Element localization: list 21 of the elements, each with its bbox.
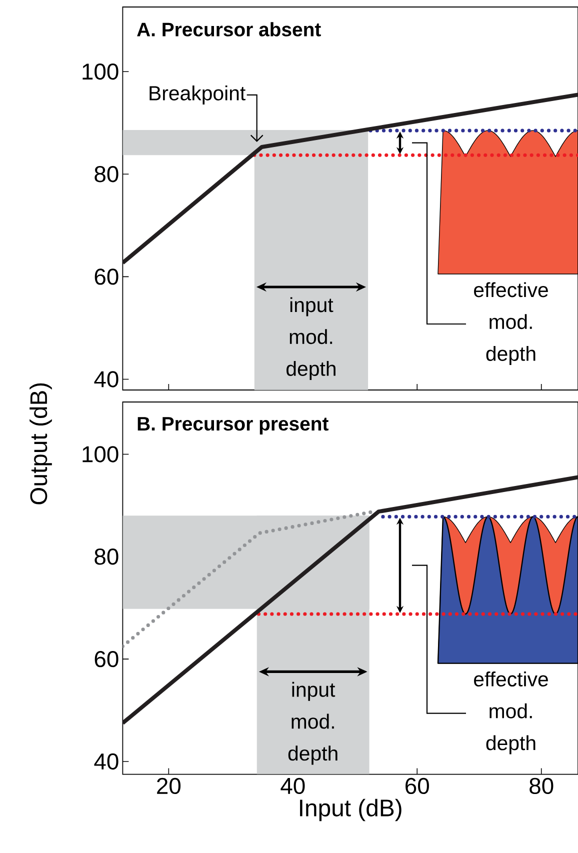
annotation: effective mod. depth [474, 672, 548, 754]
x-tick-label: 40 [280, 778, 305, 794]
y-tick-label: 40 [94, 371, 118, 388]
x-axis-title: Input (dB) [300, 798, 402, 822]
text: A. Precursor absent [137, 22, 321, 36]
y-tick-label: 40 [94, 753, 118, 770]
annotation: input mod. depth [286, 297, 336, 380]
y-tick-label: 60 [94, 650, 118, 668]
x-tick-label: 80 [530, 778, 554, 794]
x-tick-label: 60 [406, 778, 429, 794]
y-tick-label: 80 [94, 166, 118, 182]
y-axis-title: Output (dB) [30, 383, 52, 504]
y-tick-label: 60 [94, 268, 118, 285]
text: B. Precursor present [138, 417, 328, 434]
y-tick-label: 100 [82, 446, 118, 462]
y-tick-label: 80 [94, 548, 118, 565]
y-tick-label: 100 [82, 63, 118, 80]
annotation: effective mod. depth [474, 282, 548, 365]
annotation: Breakpoint [150, 85, 246, 104]
annotation: input mod. depth [288, 682, 338, 765]
x-tick-label: 20 [157, 778, 181, 794]
